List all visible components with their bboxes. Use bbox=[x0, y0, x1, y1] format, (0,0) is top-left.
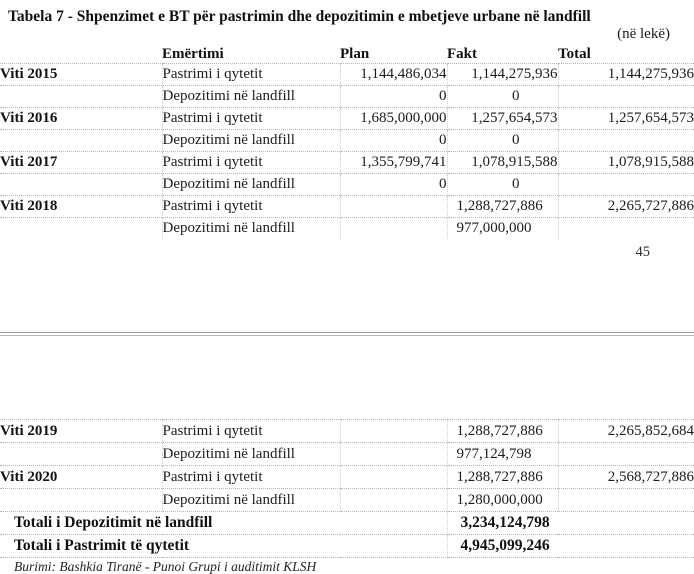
name-cell: Pastrimi i qytetit bbox=[161, 151, 340, 174]
total-row: Totali i Depozitimit në landfill 3,234,12… bbox=[0, 511, 694, 535]
year-cell bbox=[0, 85, 162, 108]
expenses-table-continued: Viti 2019 Pastrimi i qytetit 1,288,727,886… bbox=[0, 419, 694, 558]
name-cell: Depozitimi në landfill bbox=[161, 488, 340, 512]
name-cell: Pastrimi i qytetit bbox=[161, 465, 340, 489]
name-cell: Pastrimi i qytetit bbox=[161, 63, 340, 86]
table-row: Depozitimi në landfill 0 0 bbox=[0, 129, 694, 152]
plan-cell: 1,355,799,741 bbox=[339, 151, 447, 174]
table-row: Depozitimi në landfill 977,000,000 bbox=[0, 217, 694, 239]
name-cell: Pastrimi i qytetit bbox=[161, 419, 340, 443]
table-row: Viti 2017 Pastrimi i qytetit 1,355,799,741… bbox=[0, 151, 694, 174]
year-cell: Viti 2020 bbox=[0, 465, 162, 489]
table-row: Depozitimi në landfill 1,280,000,000 bbox=[0, 488, 694, 512]
year-cell: Viti 2019 bbox=[0, 419, 162, 443]
fakt-cell: 977,000,000 bbox=[446, 217, 558, 239]
fakt-cell: 1,257,654,573 bbox=[446, 107, 558, 130]
plan-cell bbox=[339, 195, 447, 218]
fakt-cell: 0 bbox=[446, 85, 558, 108]
total-cell: 2,265,852,684 bbox=[557, 419, 694, 443]
table-row: Viti 2020 Pastrimi i qytetit 1,288,727,886… bbox=[0, 465, 694, 489]
plan-cell bbox=[339, 442, 447, 466]
fakt-cell: 0 bbox=[446, 129, 558, 152]
total-cell: 2,568,727,886 bbox=[557, 465, 694, 489]
fakt-cell: 1,280,000,000 bbox=[446, 488, 558, 512]
total-cell bbox=[557, 442, 694, 466]
total-empty-cell bbox=[558, 511, 694, 535]
year-cell bbox=[0, 173, 162, 196]
total-cell: 1,257,654,573 bbox=[557, 107, 694, 130]
name-cell: Pastrimi i qytetit bbox=[161, 107, 340, 130]
year-cell bbox=[0, 442, 162, 466]
page-title: Tabela 7 - Shpenzimet e BT për pastrimin… bbox=[8, 8, 591, 25]
plan-cell: 1,685,000,000 bbox=[339, 107, 447, 130]
fakt-cell: 1,288,727,886 bbox=[446, 419, 558, 443]
year-cell: Viti 2016 bbox=[0, 107, 162, 130]
total-row: Totali i Pastrimit të qytetit 4,945,099,2… bbox=[0, 534, 694, 558]
fakt-cell: 1,288,727,886 bbox=[446, 465, 558, 489]
fakt-cell: 1,078,915,588 bbox=[446, 151, 558, 174]
table-header: Emërtimi Plan Fakt Total bbox=[0, 45, 694, 64]
name-cell: Depozitimi në landfill bbox=[161, 217, 340, 239]
plan-cell bbox=[339, 488, 447, 512]
page-number: 45 bbox=[635, 244, 651, 260]
plan-cell bbox=[339, 217, 447, 239]
plan-cell bbox=[339, 465, 447, 489]
year-cell bbox=[0, 217, 162, 239]
total-cell bbox=[557, 217, 694, 239]
expenses-table: Emërtimi Plan Fakt Total Viti 2015 Pastri… bbox=[0, 45, 694, 239]
expenses-table-page1: Emërtimi Plan Fakt Total Viti 2015 Pastri… bbox=[0, 45, 694, 239]
plan-cell: 0 bbox=[339, 129, 447, 152]
fakt-cell: 977,124,798 bbox=[446, 442, 558, 466]
table-row: Depozitimi në landfill 0 0 bbox=[0, 173, 694, 196]
unit-note: (në lekë) bbox=[617, 26, 670, 42]
col-header-plan: Plan bbox=[340, 45, 370, 62]
name-cell: Pastrimi i qytetit bbox=[161, 195, 340, 218]
total-label-cell: Totali i Pastrimit të qytetit bbox=[0, 534, 447, 558]
name-cell: Depozitimi në landfill bbox=[161, 129, 340, 152]
table-row: Depozitimi në landfill 977,124,798 bbox=[0, 442, 694, 466]
fakt-cell: 1,144,275,936 bbox=[446, 63, 558, 86]
page-break-divider bbox=[0, 332, 694, 336]
total-cell bbox=[557, 129, 694, 152]
total-cell: 1,078,915,588 bbox=[557, 151, 694, 174]
plan-cell bbox=[339, 419, 447, 443]
col-header-emertimi: Emërtimi bbox=[162, 45, 224, 62]
total-empty-cell bbox=[558, 534, 694, 558]
name-cell: Depozitimi në landfill bbox=[161, 173, 340, 196]
table-row: Viti 2019 Pastrimi i qytetit 1,288,727,886… bbox=[0, 419, 694, 443]
year-cell bbox=[0, 488, 162, 512]
total-cell bbox=[557, 173, 694, 196]
total-label-cell: Totali i Depozitimit në landfill bbox=[0, 511, 447, 535]
col-header-total: Total bbox=[558, 45, 591, 62]
table-row: Viti 2018 Pastrimi i qytetit 1,288,727,886… bbox=[0, 195, 694, 218]
table-row: Viti 2016 Pastrimi i qytetit 1,685,000,000… bbox=[0, 107, 694, 130]
year-cell: Viti 2018 bbox=[0, 195, 162, 218]
fakt-cell: 0 bbox=[446, 173, 558, 196]
total-cell: 1,144,275,936 bbox=[557, 63, 694, 86]
total-cell: 2,265,727,886 bbox=[557, 195, 694, 218]
source-note: Burimi: Bashkia Tiranë - Punoi Grupi i a… bbox=[14, 559, 317, 574]
plan-cell: 0 bbox=[339, 85, 447, 108]
total-cell bbox=[557, 85, 694, 108]
total-value-cell: 3,234,124,798 bbox=[446, 511, 558, 535]
table-row: Depozitimi në landfill 0 0 bbox=[0, 85, 694, 108]
name-cell: Depozitimi në landfill bbox=[161, 85, 340, 108]
year-cell: Viti 2017 bbox=[0, 151, 162, 174]
table-row: Viti 2015 Pastrimi i qytetit 1,144,486,034… bbox=[0, 63, 694, 86]
col-header-year bbox=[0, 45, 162, 64]
year-cell: Viti 2015 bbox=[0, 63, 162, 86]
fakt-cell: 1,288,727,886 bbox=[446, 195, 558, 218]
year-cell bbox=[0, 129, 162, 152]
plan-cell: 1,144,486,034 bbox=[339, 63, 447, 86]
name-cell: Depozitimi në landfill bbox=[161, 442, 340, 466]
col-header-fakt: Fakt bbox=[447, 45, 477, 62]
total-cell bbox=[557, 488, 694, 512]
expenses-table-page2: Viti 2019 Pastrimi i qytetit 1,288,727,886… bbox=[0, 419, 694, 558]
total-value-cell: 4,945,099,246 bbox=[446, 534, 558, 558]
plan-cell: 0 bbox=[339, 173, 447, 196]
